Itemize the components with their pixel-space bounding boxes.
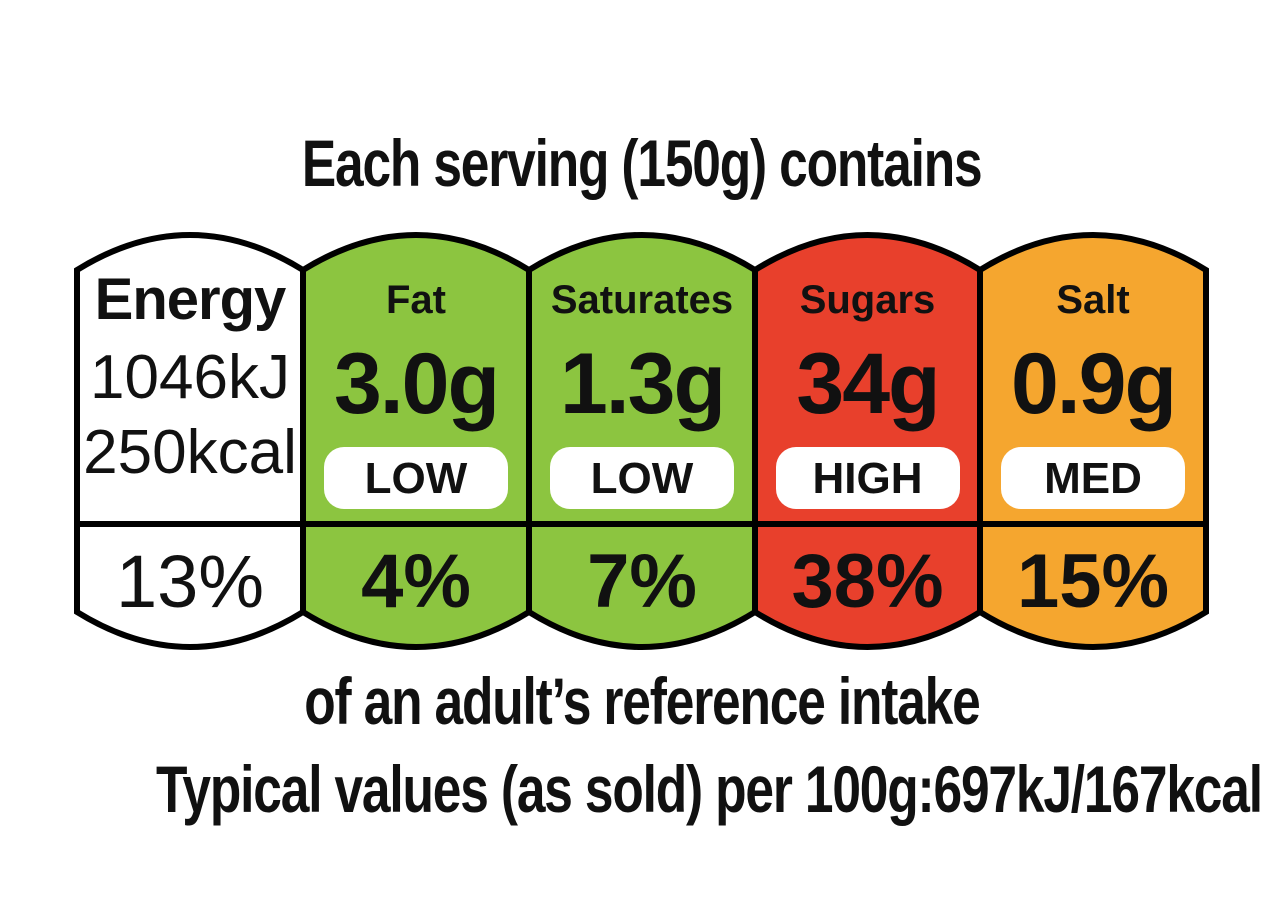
panels-graphic [74,232,1209,650]
level-badge-salt-text: MED [1044,454,1142,503]
energy-kcal-value: 250kcal [83,418,297,487]
panel-label-energy: Energy [94,267,287,332]
panel-fat: Fat 3.0g LOW 4% [303,232,529,650]
level-badge-fat-text: LOW [364,454,468,503]
rda-percent-energy: 13% [115,540,265,623]
level-badge-salt: MED [1001,447,1185,509]
fat-value: 3.0g [333,336,500,432]
panel-label-fat: Fat [386,278,446,322]
reference-intake-text: of an adult’s reference intake [303,664,981,738]
panel-shape-salt [977,232,1209,650]
panel-sugars: Sugars 34g HIGH 38% [755,232,980,650]
typical-values-text: Typical values (as sold) per 100g:697kJ/… [155,752,1263,826]
panel-energy: Energy 1046kJ 250kcal 13% [77,232,303,650]
energy-values: 1046kJ 250kcal [77,340,303,490]
rda-percent-saturates: 7% [587,539,697,624]
panel-label-sugars: Sugars [799,278,936,322]
rda-percent-fat: 4% [361,539,471,624]
level-badge-saturates: LOW [550,447,734,509]
saturates-value: 1.3g [559,336,726,432]
energy-kj-value: 1046kJ [90,343,290,412]
level-badge-sugars-text: HIGH [812,454,923,503]
sugars-value: 34g [796,336,940,432]
level-badge-saturates-text: LOW [590,454,694,503]
typical-values-note: Typical values (as sold) per 100g:697kJ/… [0,752,1283,826]
rda-percent-sugars: 38% [791,539,944,624]
level-badge-sugars: HIGH [775,447,960,509]
reference-intake-note: of an adult’s reference intake [0,664,1283,738]
panel-label-salt: Salt [1056,278,1130,322]
panel-salt: Salt 0.9g MED 15% [980,232,1206,650]
salt-value: 0.9g [1010,336,1177,432]
serving-title: Each serving (150g) contains [0,126,1283,200]
traffic-light-panels: Energy 1046kJ 250kcal 13% Fat 3.0g LOW 4… [74,232,1209,650]
panel-saturates: Saturates 1.3g LOW 7% [529,232,755,650]
level-badge-fat: LOW [324,447,508,509]
serving-title-text: Each serving (150g) contains [301,126,983,200]
rda-percent-salt: 15% [1016,539,1170,624]
panel-label-saturates: Saturates [550,278,734,322]
